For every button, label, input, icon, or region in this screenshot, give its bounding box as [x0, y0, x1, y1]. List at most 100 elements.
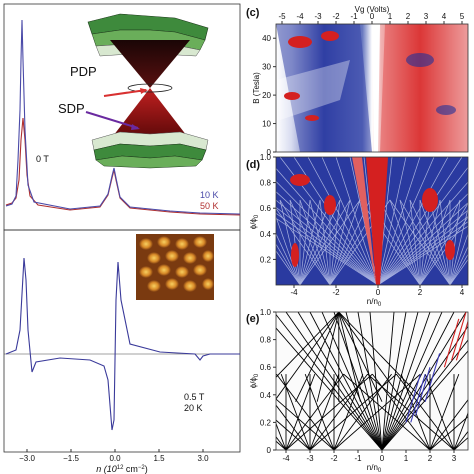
panel-d-fan-line [449, 232, 468, 285]
panel-e-x-tick: 3 [452, 454, 457, 463]
panel-d-fan-line [377, 193, 468, 285]
panel-d-fan-line [299, 199, 331, 285]
panel-e-fan-line [297, 312, 383, 450]
stm-inset [136, 234, 214, 300]
panel-e-colored-line [455, 319, 468, 361]
panel-d-fan-line [359, 199, 421, 285]
panel-d-fan-line [276, 206, 379, 285]
panel-d-fan-line [289, 199, 331, 285]
panel-d-fan-line [276, 167, 379, 285]
panel-c-map [276, 24, 468, 152]
panel-e-y-axis-label: ϕ/ϕ0 [249, 373, 260, 388]
panel-d-fan-line [377, 157, 407, 285]
panel-e-fan-line [338, 312, 404, 402]
panel-e-fan-line [381, 312, 431, 450]
panel-e-y-ticks: 0 0.2 0.4 0.6 0.8 1.0 [260, 308, 276, 455]
panel-e-fan-line [276, 419, 311, 450]
panel-d-fan-line [319, 199, 331, 285]
panel-c-top-tick: -3 [314, 12, 322, 21]
panel-d-y-tick: 1.0 [260, 153, 272, 162]
panel-e-fan [276, 312, 468, 450]
panel-d-fan-line [377, 202, 468, 285]
panel-c-y-axis-label: B (Tesla) [252, 72, 261, 104]
panel-d-fan-line [377, 166, 468, 285]
panel-d-fan-line [389, 199, 451, 285]
band-structure-illustration [85, 13, 209, 169]
panel-d-fan-line [377, 209, 468, 285]
panel-c-y-tick: 40 [262, 34, 271, 43]
panel-e-colored-line [451, 312, 467, 361]
panel-e-colored-line [405, 373, 421, 423]
temp-50k-label: 50 K [200, 201, 219, 211]
panel-e-fan-line [276, 313, 383, 450]
panel-d-fan-line [377, 221, 468, 285]
left-bottom-frame [3, 229, 241, 453]
panel-d-fan-line [276, 243, 301, 285]
panel-d-fan-line [409, 199, 421, 285]
panel-d-fan-line [449, 258, 468, 285]
panel-d-fan-line [399, 199, 451, 285]
panel-c-top-tick: 3 [424, 12, 429, 21]
panel-d-y-tick: 0.8 [260, 179, 272, 188]
panel-e-x-tick: 1 [404, 454, 409, 463]
curve-0p5t [5, 257, 240, 431]
left-x-tick: −3.0 [19, 454, 35, 463]
panel-d-fan-line [377, 157, 435, 285]
panel-d-x-tick: 0 [376, 288, 381, 297]
panel-c-top-ticks: -5 -4 -3 -2 -1 0 1 2 3 4 5 [278, 12, 465, 24]
panel-d-fan-line [377, 157, 449, 285]
panel-c-top-tick: 4 [442, 12, 447, 21]
panel-c-frame [275, 23, 469, 153]
panel-d-fan-line [329, 199, 361, 285]
curve-10k [5, 19, 241, 215]
panel-e-y-tick: 0.2 [260, 418, 272, 427]
panel-e-fan-line [276, 398, 335, 450]
panel-d-y-ticks: 0.2 0.4 0.6 0.8 1.0 [260, 153, 276, 264]
left-x-axis-label: n (1012 cm−2) [96, 464, 148, 474]
panel-d-fan-line [329, 199, 341, 285]
panel-d-fan-line [276, 212, 379, 285]
pdp-arrow [103, 89, 147, 97]
sdp-arrowhead [131, 124, 140, 130]
panel-d-x-tick: -4 [290, 288, 298, 297]
left-x-tick: 1.5 [153, 454, 165, 463]
panel-d-fan-line [389, 199, 421, 285]
panel-d-fan-line [377, 225, 468, 285]
panel-d-fan-line [289, 199, 301, 285]
panel-e-label: (e) [246, 313, 260, 325]
panel-d-x-axis-label: n/n0 [367, 297, 382, 308]
panel-e-fan-line [396, 373, 455, 450]
panel-e-fan-line [338, 312, 383, 402]
panel-e-x-tick: 0 [380, 454, 385, 463]
panel-e-fan-line [357, 312, 383, 450]
panel-d-frame [275, 156, 469, 286]
temp-20k-label: 20 K [184, 403, 203, 413]
panel-c-label: (c) [246, 7, 260, 19]
panel-d-fan-line [449, 206, 468, 285]
panel-d-y-tick: 0.4 [260, 230, 272, 239]
panel-d-map [276, 157, 468, 285]
left-x-axis: −3.0 −1.5 0.0 1.5 3.0 [19, 449, 209, 463]
panel-d-fan-line [276, 250, 301, 285]
panel-e-y-tick: 0 [267, 446, 272, 455]
pdp-arrowhead [140, 88, 148, 94]
panel-e-x-tick: 2 [428, 454, 433, 463]
panel-d-fan-line [409, 199, 451, 285]
panel-c-y-ticks: 0 10 20 30 40 [262, 34, 276, 157]
panel-e-x-tick: -2 [330, 454, 338, 463]
panel-c-top-axis-label: Vg (Volts) [355, 5, 390, 14]
left-x-tick: 3.0 [197, 454, 209, 463]
panel-d-fan-line [377, 215, 468, 285]
panel-d-fan-line [335, 157, 379, 285]
panel-d-fan-line [279, 199, 301, 285]
panel-e-fan-line [453, 430, 468, 450]
panel-d-fan-line [419, 199, 451, 285]
panel-e-colored-line [415, 367, 431, 416]
panel-c-top-tick: -4 [296, 12, 304, 21]
panel-e-fan-line [276, 312, 340, 378]
panel-d-fan-line [429, 199, 451, 285]
panel-d-fan-line [439, 199, 451, 285]
panel-e-fan-line [276, 312, 340, 400]
panel-e-fan-line [304, 373, 335, 450]
